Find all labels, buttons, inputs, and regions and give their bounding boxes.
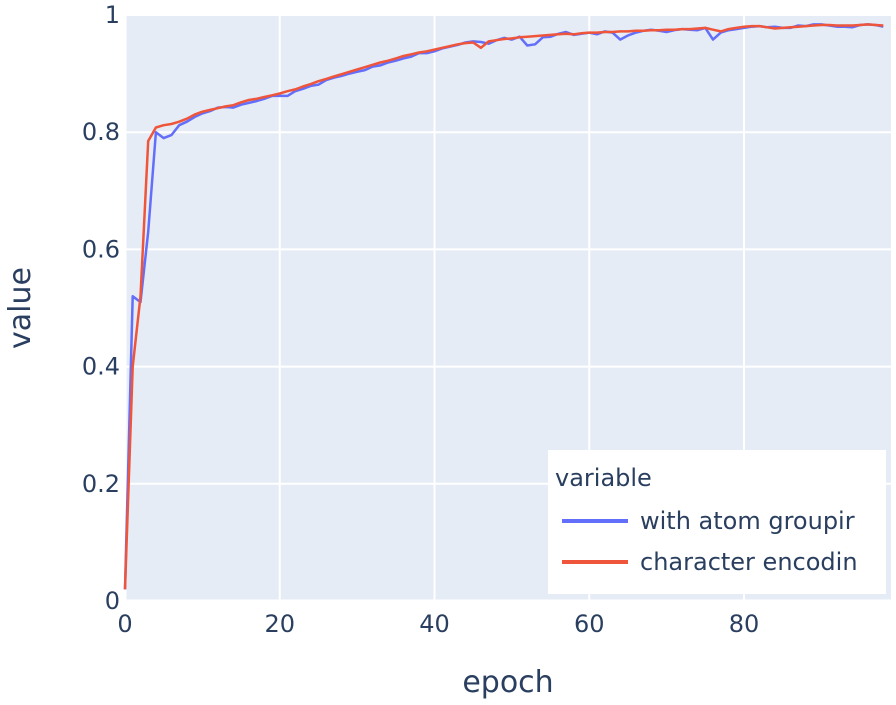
y-tick-label: 0.8 (82, 118, 120, 146)
legend-title: variable (555, 464, 652, 492)
legend-label-with-atom-grouping: with atom groupir (640, 507, 855, 535)
y-tick-label: 0.2 (82, 470, 120, 498)
series-layer (123, 23, 884, 590)
x-tick-label: 60 (574, 610, 605, 638)
x-tick-label: 80 (729, 610, 760, 638)
series-line-2 (123, 23, 884, 590)
y-tick-label: 0 (105, 587, 120, 615)
x-tick-label: 0 (117, 610, 132, 638)
y-tick-labels: 0 0.2 0.4 0.6 0.8 1 (82, 1, 120, 615)
legend-item-1[interactable]: with atom groupir (562, 507, 855, 535)
legend-label-character-encoding: character encodin (640, 548, 858, 576)
y-tick-label: 1 (105, 1, 120, 29)
y-axis-title: value (3, 267, 38, 349)
x-axis-title: epoch (462, 665, 553, 700)
x-tick-label: 40 (419, 610, 450, 638)
y-tick-label: 0.6 (82, 235, 120, 263)
x-tick-labels: 0 20 40 60 80 (117, 610, 759, 638)
legend-item-2[interactable]: character encodin (562, 548, 858, 576)
y-tick-label: 0.4 (82, 353, 120, 381)
legend: variable with atom groupir character enc… (548, 450, 886, 594)
x-tick-label: 20 (264, 610, 295, 638)
grid-layer (123, 14, 891, 603)
